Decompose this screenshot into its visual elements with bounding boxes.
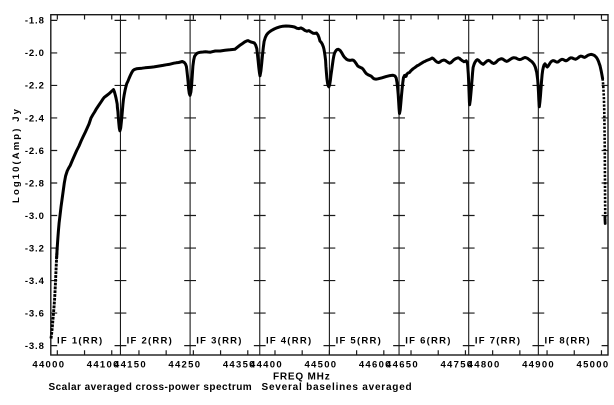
svg-text:44350: 44350 (223, 359, 256, 370)
svg-text:44800: 44800 (468, 359, 501, 370)
svg-text:IF 6(RR): IF 6(RR) (405, 336, 451, 347)
svg-text:IF 3(RR): IF 3(RR) (196, 336, 242, 347)
svg-text:-2.8: -2.8 (25, 178, 45, 189)
svg-text:44400: 44400 (250, 359, 283, 370)
svg-text:-3.6: -3.6 (25, 308, 45, 319)
svg-text:-2.4: -2.4 (25, 113, 45, 124)
svg-text:IF 4(RR): IF 4(RR) (266, 336, 312, 347)
svg-text:44600: 44600 (359, 359, 392, 370)
svg-text:IF 5(RR): IF 5(RR) (336, 336, 382, 347)
svg-text:Log10(Amp) Jy: Log10(Amp) Jy (11, 107, 22, 203)
svg-text:FREQ MHz: FREQ MHz (273, 372, 331, 383)
svg-text:-3.4: -3.4 (25, 276, 45, 287)
svg-text:-3.2: -3.2 (25, 243, 45, 254)
svg-text:-1.8: -1.8 (25, 16, 45, 27)
svg-text:IF 7(RR): IF 7(RR) (475, 336, 521, 347)
svg-text:44650: 44650 (386, 359, 419, 370)
svg-text:Scalar averaged cross-power sp: Scalar averaged cross-power spectrum (49, 382, 253, 393)
svg-text:-3.0: -3.0 (25, 211, 45, 222)
svg-text:Several baselines averaged: Several baselines averaged (262, 382, 413, 393)
svg-text:44100: 44100 (87, 359, 120, 370)
svg-text:44250: 44250 (168, 359, 201, 370)
svg-text:44000: 44000 (32, 359, 65, 370)
svg-text:44750: 44750 (440, 359, 473, 370)
svg-text:-2.2: -2.2 (25, 81, 45, 92)
svg-text:45000: 45000 (577, 359, 610, 370)
svg-text:IF 1(RR): IF 1(RR) (57, 336, 103, 347)
svg-text:44150: 44150 (114, 359, 147, 370)
svg-text:-2.6: -2.6 (25, 146, 45, 157)
svg-text:IF 2(RR): IF 2(RR) (127, 336, 173, 347)
svg-text:-3.8: -3.8 (25, 341, 45, 352)
svg-text:-2.0: -2.0 (25, 48, 45, 59)
svg-text:44500: 44500 (304, 359, 337, 370)
svg-text:IF 8(RR): IF 8(RR) (545, 336, 591, 347)
svg-text:44900: 44900 (522, 359, 555, 370)
